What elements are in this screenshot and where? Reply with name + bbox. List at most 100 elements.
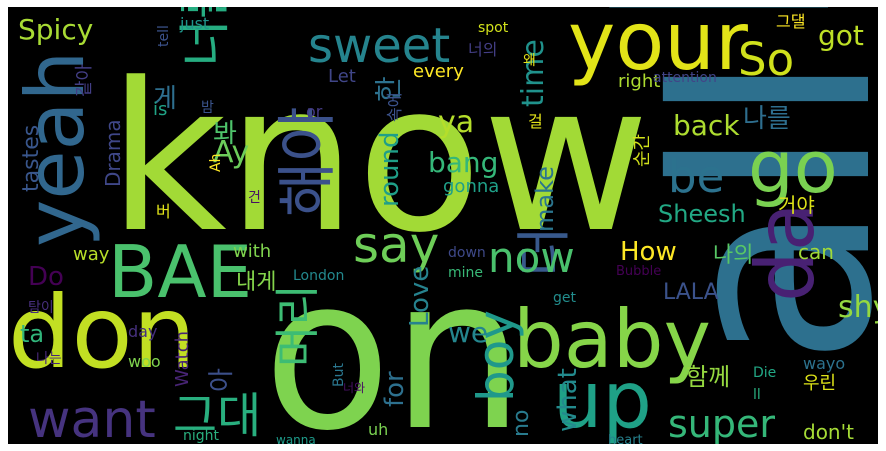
word-ay-37: Ay: [213, 135, 249, 170]
word-korean-12: 너를: [176, 7, 236, 67]
word-korean-100: 우린: [803, 373, 836, 394]
word-bubble-63: Bubble: [616, 264, 661, 279]
word-sweet-13: sweet: [308, 18, 450, 74]
word-for-48: for: [380, 371, 410, 407]
word-korean-15: 해야: [273, 107, 343, 217]
word-right-71: right: [618, 71, 660, 92]
word-korean-83: 밤: [201, 100, 214, 116]
word-down-61: down: [448, 245, 486, 261]
word-korean-88: 건: [248, 190, 261, 206]
word-so-14: So: [738, 33, 794, 86]
word-korean-84: 속에: [385, 93, 404, 122]
word-korean-86: 순간: [632, 134, 653, 167]
word-love-49: Love: [405, 266, 435, 327]
word-just-77: just: [179, 14, 209, 33]
word-now-19: now: [488, 233, 575, 282]
word-spot-79: spot: [478, 20, 509, 36]
word-korean-92: 너와: [343, 381, 365, 395]
word-korean-32: 나를: [743, 104, 791, 134]
word-korean-89: 버: [156, 202, 171, 221]
word-bae-7: BAE: [108, 230, 252, 314]
word-korean-22: 머리: [271, 284, 324, 367]
word-shy-47: shy: [838, 290, 878, 325]
word-sheesh-42: Sheesh: [658, 200, 746, 228]
word-baby-8: baby: [513, 293, 711, 386]
word-night-93: night: [183, 428, 220, 444]
word-ta-56: ta: [20, 320, 44, 348]
word-ll-98: ll: [753, 387, 761, 403]
word-ah-87: Ah: [208, 154, 224, 172]
word-wayo-99: wayo: [803, 354, 845, 373]
word-korean-27: 한: [372, 76, 405, 102]
word-tastes-39: tastes: [19, 125, 44, 192]
word-watch-68: Watch: [172, 331, 193, 387]
word-gonna-41: gonna: [443, 176, 499, 197]
word-get-65: get: [553, 290, 577, 306]
word-yeah-6: yeah: [9, 51, 102, 247]
word-know-0: know: [108, 40, 650, 278]
word-say-16: say: [353, 216, 439, 274]
word-way-59: way: [73, 244, 110, 265]
word-want-17: want: [28, 390, 156, 444]
word-london-60: London: [293, 268, 344, 284]
word-be-20: be: [668, 150, 724, 203]
word-korean-82: 왜: [523, 53, 536, 69]
word-or-76: or: [306, 102, 323, 121]
word-all-3: all: [617, 52, 878, 367]
word-can-64: can: [798, 240, 834, 264]
word-heart-96: heart: [608, 433, 643, 444]
word-what-51: what: [553, 368, 583, 432]
word-korean-30: 같아: [74, 63, 95, 97]
word-mine-62: mine: [448, 265, 483, 281]
word-bang-34: bang: [428, 146, 498, 179]
word-uh-95: uh: [368, 420, 388, 439]
word-korean-26: 게: [153, 84, 177, 114]
word-korean-81: 그댈: [776, 12, 805, 31]
word-wanna-94: wanna: [276, 433, 316, 444]
word-korean-38: 봐: [213, 119, 237, 149]
word-got-29: got: [818, 19, 864, 52]
word-do-55: Do: [28, 262, 64, 292]
word-da-11: da: [739, 202, 832, 302]
word-spicy-25: Spicy: [18, 13, 93, 46]
word-time-28: time: [516, 39, 551, 107]
word-up-9: up: [553, 356, 652, 444]
word-let-74: Let: [328, 66, 356, 87]
word-don-4: don: [8, 274, 196, 391]
word-ya-33: ya: [438, 105, 474, 140]
word-korean-45: 나의: [713, 243, 753, 268]
word-no-52: no: [509, 410, 534, 437]
word-your-5: your: [568, 7, 748, 88]
word-but-69: But: [331, 363, 347, 387]
word-back-31: back: [673, 109, 740, 142]
word-korean-57: 내게: [236, 270, 276, 295]
word-attention-72: attention: [653, 70, 717, 86]
word-korean-43: 거야: [778, 193, 815, 217]
word-every-73: every: [413, 61, 464, 82]
word-korean-91: 나는: [36, 351, 62, 367]
word-i-2: I: [550, 7, 878, 37]
word-korean-85: 걸: [528, 112, 543, 131]
word-die-97: Die: [753, 365, 776, 381]
word-boy-21: boy: [467, 310, 525, 402]
word-on-1: on: [263, 232, 525, 444]
word-korean-23: 그대: [173, 388, 261, 444]
word-don-t-54: don't: [803, 420, 854, 444]
word-day-66: day: [128, 322, 157, 341]
word-is-75: is: [153, 99, 167, 120]
word-korean-18: 더: [512, 226, 576, 277]
word-korean-80: 너의: [468, 40, 497, 59]
word-tell-78: tell: [156, 25, 172, 47]
word-go-10: go: [748, 125, 838, 209]
word-with-58: with: [233, 241, 271, 262]
word-we-50: we: [448, 316, 488, 349]
word-korean-90: 탐이: [28, 300, 54, 316]
word-korean-70: 아: [207, 368, 237, 392]
word-woo-67: woo: [128, 352, 161, 371]
word-super-24: super: [668, 402, 775, 444]
word-lala-46: LALA: [663, 280, 719, 305]
word-round-36: round: [375, 132, 405, 208]
word-make-35: make: [531, 166, 559, 232]
